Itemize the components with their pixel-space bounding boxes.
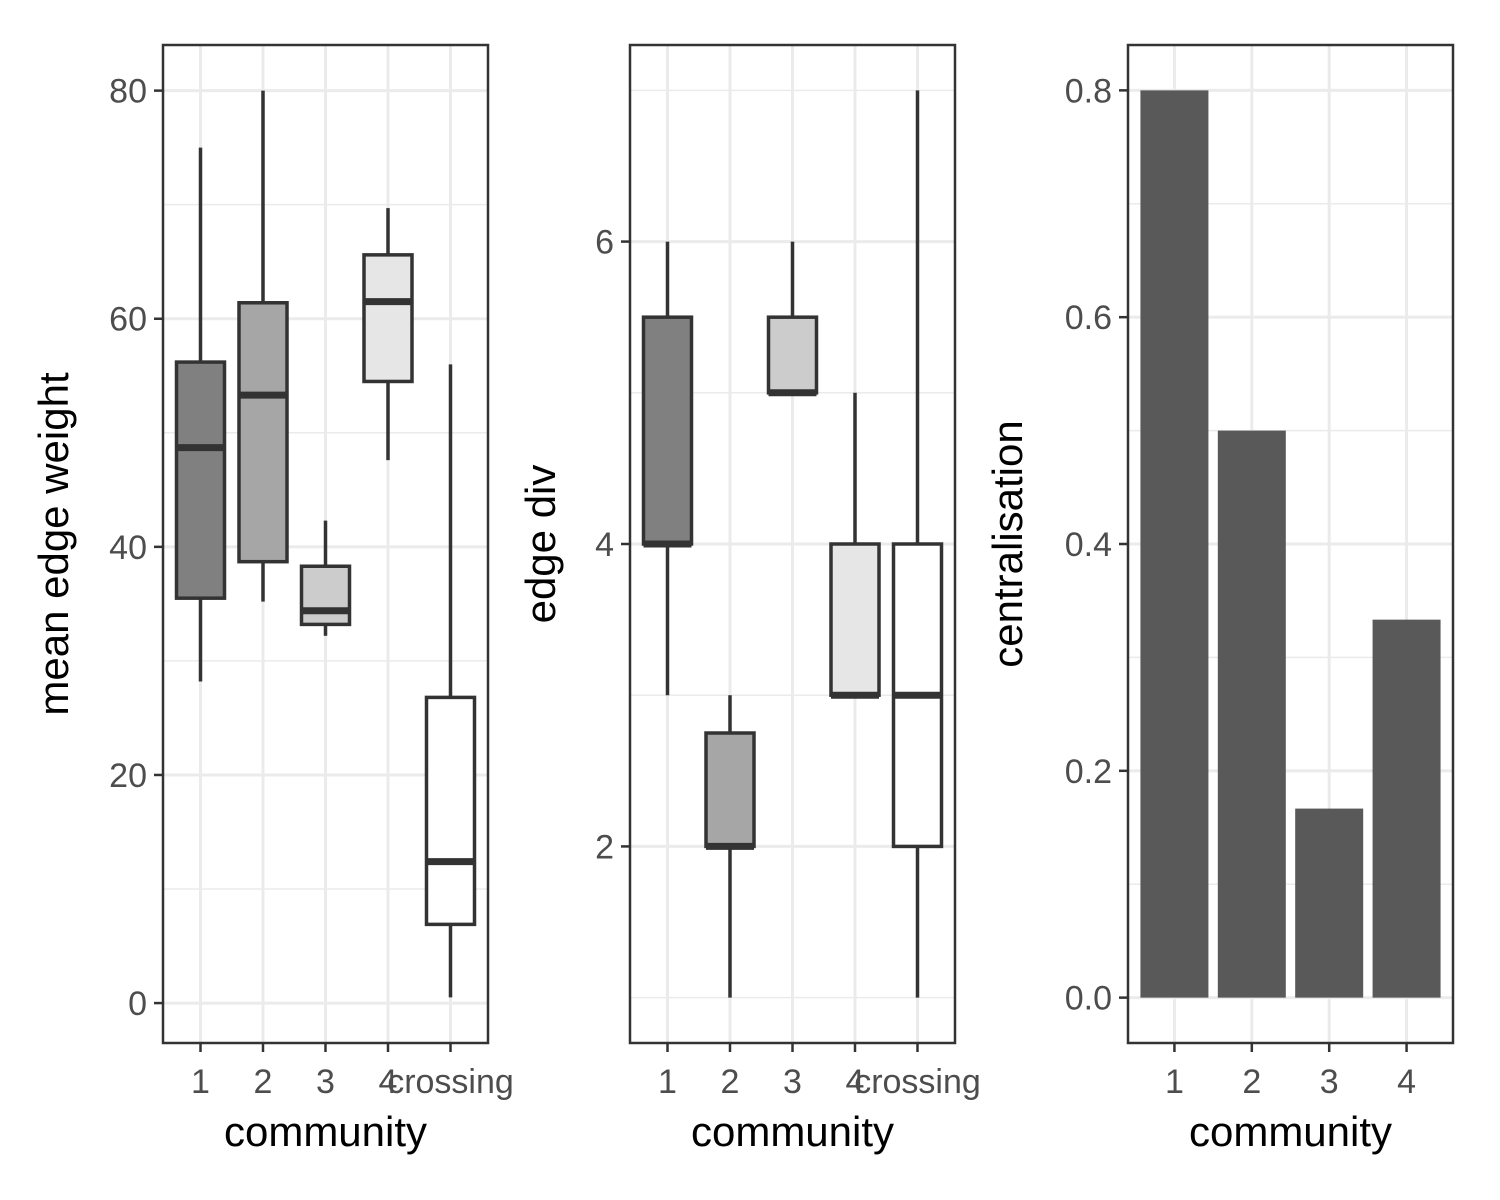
bar-2 [1217, 430, 1286, 998]
y-tick-label: 20 [109, 757, 147, 795]
box-body [299, 564, 352, 627]
x-tick-label: 2 [1242, 1063, 1261, 1101]
box-body [237, 301, 289, 564]
box-1 [641, 241, 694, 696]
x-tick-label: 2 [721, 1063, 740, 1101]
y-axis-title: edge div [517, 465, 564, 624]
y-tick-label: 0.2 [1065, 753, 1112, 791]
x-axis-title: community [691, 1108, 894, 1155]
box-3 [766, 241, 819, 397]
box-crossing [424, 364, 477, 998]
box-4 [362, 208, 414, 461]
x-tick-label: crossing [854, 1063, 981, 1101]
box-body [704, 731, 756, 849]
x-tick-label: crossing [387, 1063, 514, 1101]
y-axis-title: mean edge weight [30, 372, 77, 716]
bar-4 [1372, 619, 1441, 998]
y-tick-label: 0.0 [1065, 980, 1112, 1018]
y-tick-label: 80 [109, 73, 147, 111]
y-tick-label: 4 [595, 526, 614, 564]
x-tick-label: 1 [191, 1063, 210, 1101]
y-tick-label: 6 [595, 224, 614, 262]
bar-1 [1140, 90, 1209, 998]
x-tick-label: 4 [379, 1063, 398, 1101]
y-tick-label: 0 [128, 985, 147, 1023]
box-crossing [891, 90, 944, 998]
y-axis-title: centralisation [984, 420, 1031, 667]
y-tick-label: 0.4 [1065, 526, 1112, 564]
x-tick-label: 4 [1397, 1063, 1416, 1101]
box-2 [237, 90, 289, 602]
y-tick-label: 2 [595, 828, 614, 866]
box-body [641, 315, 694, 546]
x-tick-label: 2 [254, 1063, 273, 1101]
y-tick-label: 0.6 [1065, 299, 1112, 337]
x-tick-label: 3 [316, 1063, 335, 1101]
y-tick-label: 0.8 [1065, 72, 1112, 110]
box-body [174, 360, 227, 600]
box-body [766, 315, 819, 395]
x-tick-label: 1 [658, 1063, 677, 1101]
box-body [362, 253, 414, 384]
x-tick-label: 1 [1165, 1063, 1184, 1101]
x-tick-label: 3 [1320, 1063, 1339, 1101]
y-tick-label: 60 [109, 301, 147, 339]
y-tick-label: 40 [109, 529, 147, 567]
box-body [829, 542, 881, 697]
box-2 [704, 695, 756, 998]
x-tick-label: 4 [846, 1063, 865, 1101]
x-axis-title: community [1189, 1108, 1392, 1155]
box-3 [299, 520, 352, 636]
box-4 [829, 392, 881, 699]
box-1 [174, 147, 227, 682]
x-axis-title: community [224, 1108, 427, 1155]
bar-3 [1295, 808, 1364, 998]
box-body [424, 695, 477, 927]
x-tick-label: 3 [783, 1063, 802, 1101]
